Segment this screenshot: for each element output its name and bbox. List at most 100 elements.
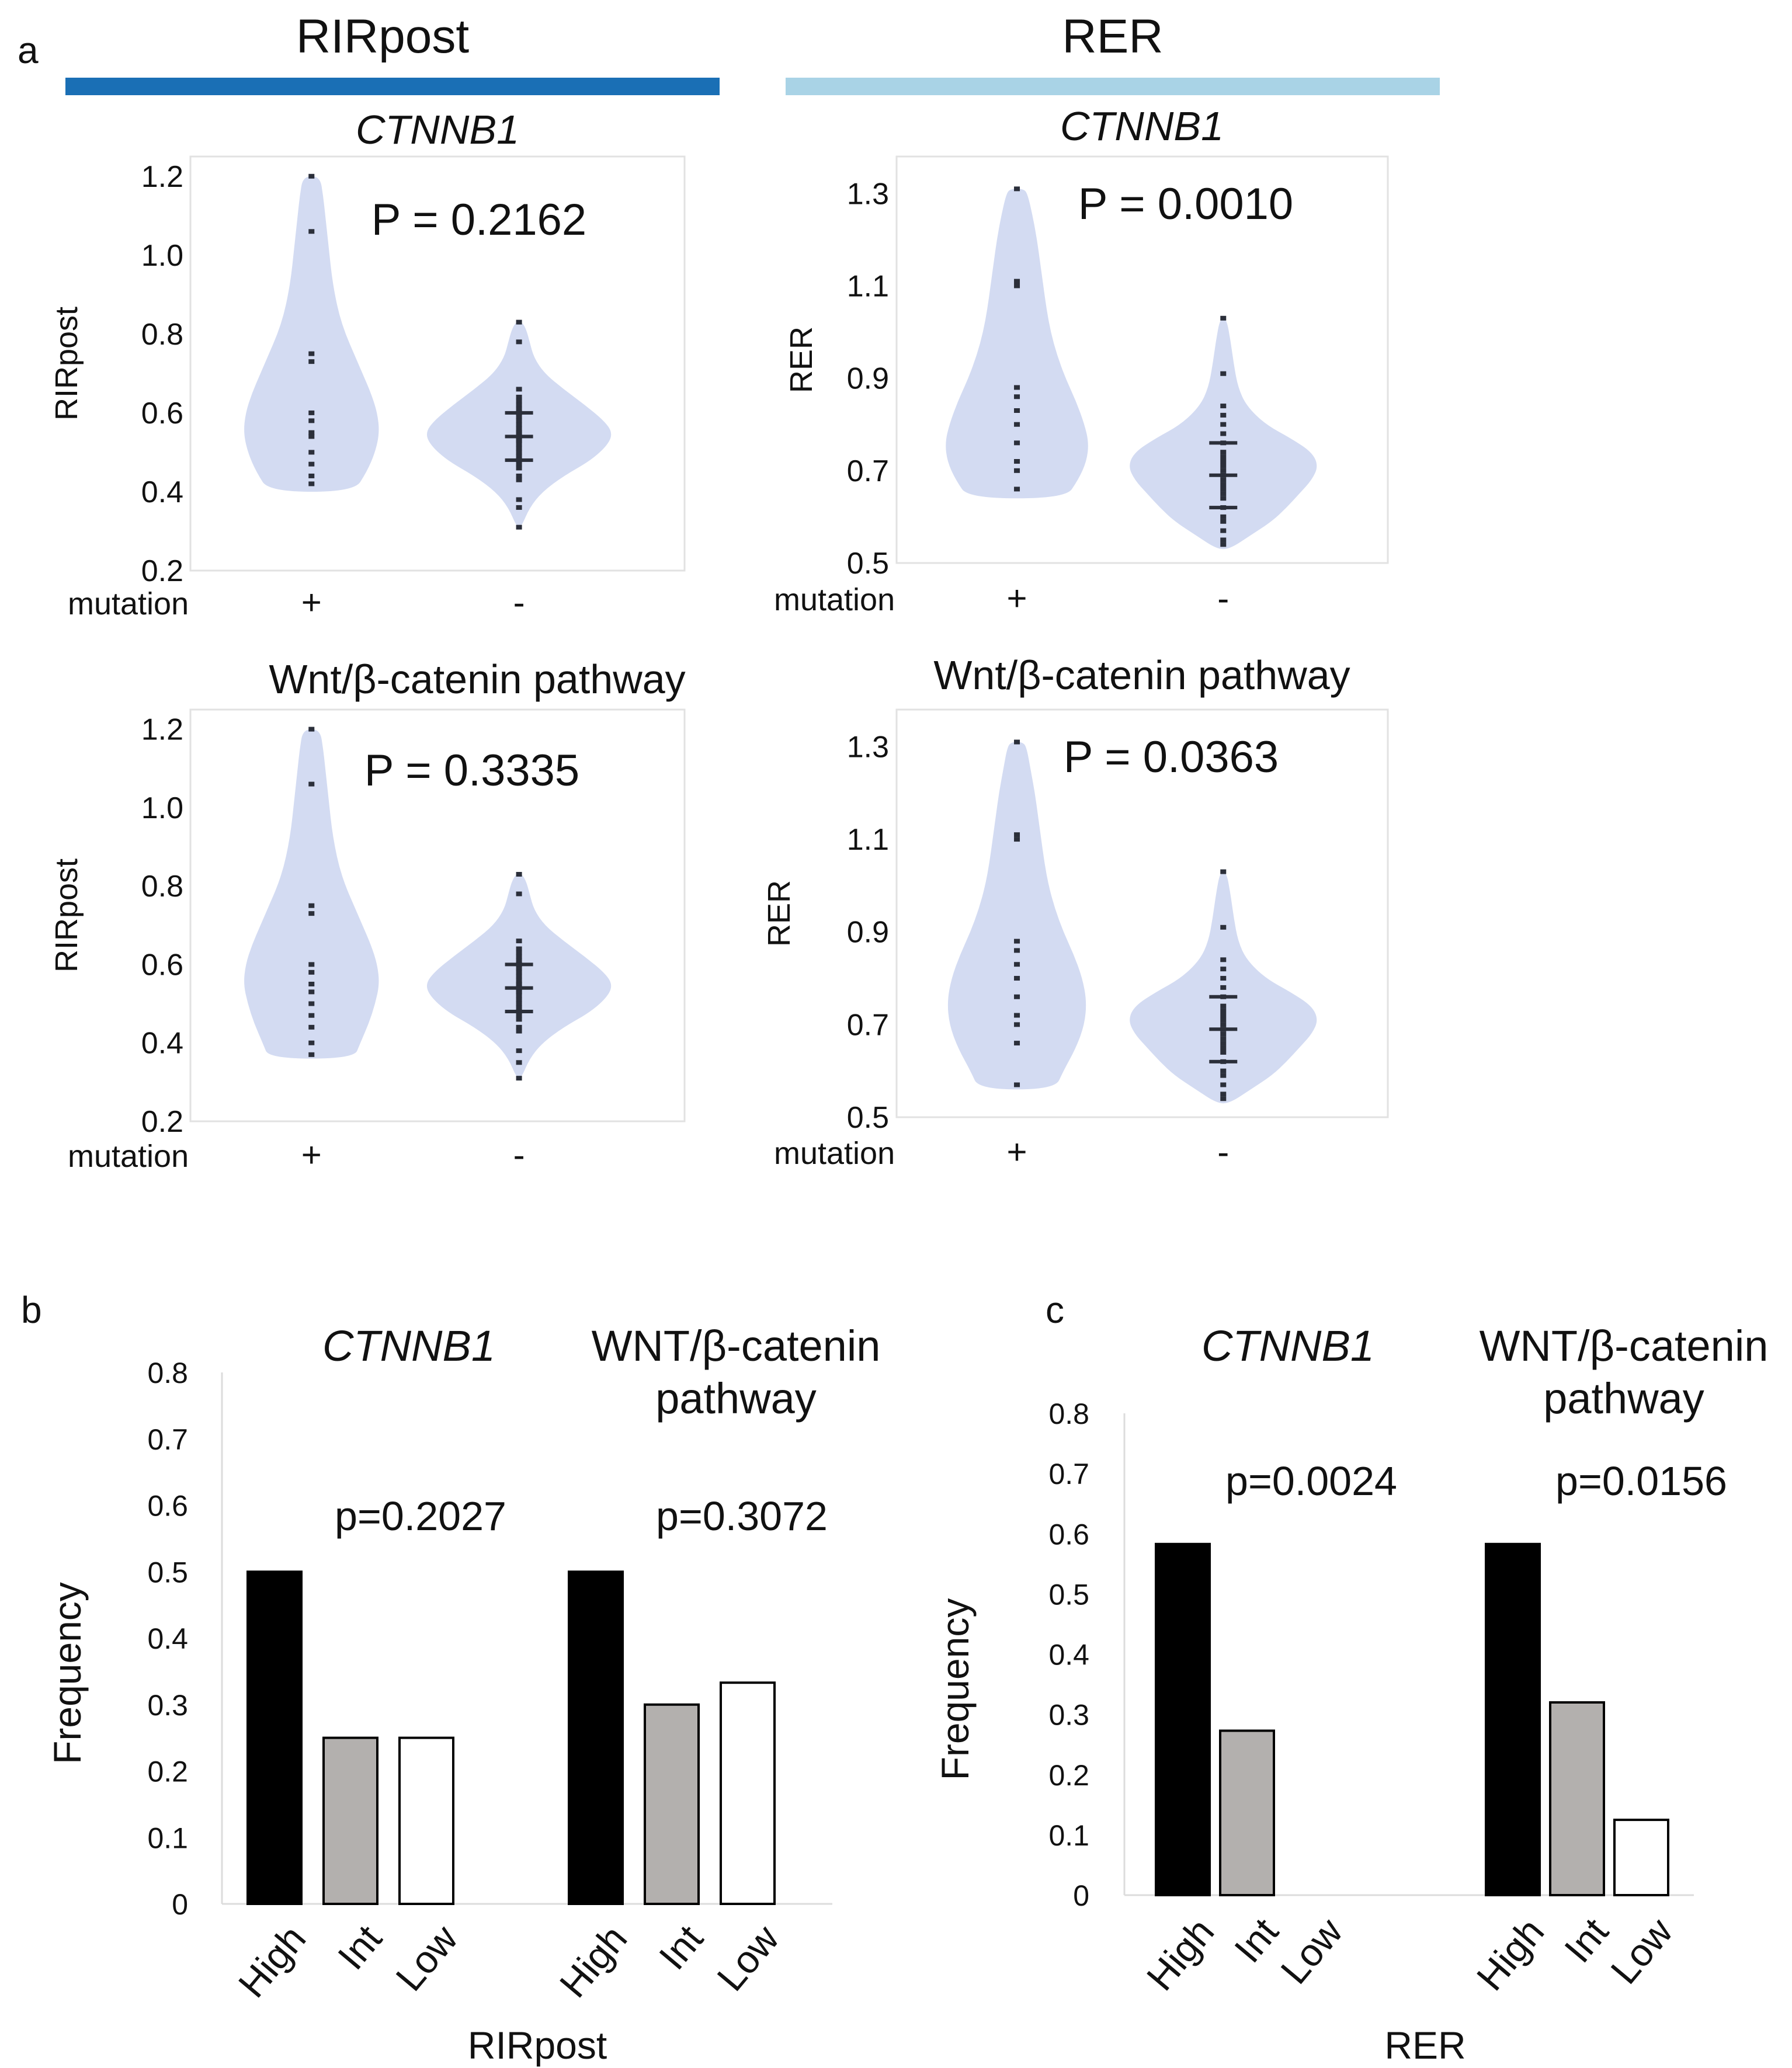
data-point bbox=[516, 426, 522, 431]
y-tick-label: 0.9 bbox=[847, 916, 889, 950]
data-point bbox=[1014, 422, 1020, 427]
panel-label-a: a bbox=[18, 29, 39, 71]
y-tick-label: 0.4 bbox=[141, 475, 183, 509]
group-axis-label: mutation bbox=[774, 1136, 895, 1171]
data-point bbox=[1220, 371, 1227, 376]
data-point bbox=[1220, 1092, 1227, 1097]
data-point bbox=[516, 394, 522, 399]
data-point bbox=[516, 939, 522, 944]
y-axis-label: RIRpost bbox=[49, 307, 84, 420]
data-point bbox=[516, 969, 522, 975]
data-point bbox=[1220, 542, 1227, 547]
data-point bbox=[516, 982, 522, 986]
data-point bbox=[516, 1017, 522, 1022]
quartile-bar bbox=[1209, 1059, 1238, 1063]
data-point bbox=[1014, 1082, 1020, 1087]
bar-panel-rer: 0 0.1 0.2 0.3 0.4 0.5 0.6 0.7 0.8 Frequency RER CTN… bbox=[933, 1322, 1768, 2067]
data-point bbox=[516, 978, 522, 983]
violin-title: Wnt/β-catenin pathway bbox=[933, 652, 1350, 698]
quartile-bar bbox=[1209, 995, 1238, 999]
header-rirpost: RIRpost bbox=[296, 10, 469, 63]
data-point bbox=[308, 781, 315, 787]
data-point bbox=[516, 1013, 522, 1018]
y-tick-label: 0 bbox=[172, 1888, 188, 1921]
data-point bbox=[1220, 412, 1227, 418]
group-title-line: pathway bbox=[655, 1374, 817, 1423]
y-tick-label: 1.1 bbox=[847, 823, 889, 857]
group-label: - bbox=[513, 1135, 525, 1174]
y-tick-label: 0.2 bbox=[141, 1105, 183, 1139]
data-point bbox=[1220, 1068, 1227, 1073]
violin-panel-rirpost-ctnnb1: CTNNB1 P = 0.2162 RIRpost 0.2 0.4 0.6 0.8 1.0 1.… bbox=[49, 107, 686, 622]
data-point bbox=[1014, 408, 1020, 413]
quartile-bar bbox=[505, 986, 533, 990]
y-tick-label: 0.8 bbox=[141, 318, 183, 352]
data-point bbox=[1220, 450, 1227, 455]
data-point bbox=[516, 966, 522, 971]
y-tick-label: 0.6 bbox=[141, 948, 183, 982]
group-axis-label: mutation bbox=[68, 1139, 189, 1174]
data-point bbox=[1220, 1003, 1227, 1009]
y-tick-label: 1.2 bbox=[141, 713, 183, 747]
data-point bbox=[1014, 939, 1020, 944]
y-tick-label: 0.5 bbox=[1048, 1578, 1089, 1611]
data-point bbox=[308, 173, 315, 179]
y-tick-label: 0.1 bbox=[1048, 1819, 1089, 1852]
data-point bbox=[1220, 404, 1227, 409]
data-point bbox=[516, 1028, 522, 1034]
y-tick-label: 0.7 bbox=[847, 454, 889, 488]
bar-high bbox=[1485, 1542, 1541, 1896]
data-point bbox=[1220, 477, 1227, 482]
data-point bbox=[1014, 486, 1020, 492]
bar-low bbox=[1613, 1819, 1669, 1896]
x-axis-label: RER bbox=[1384, 2024, 1465, 2067]
bar-int bbox=[644, 1703, 700, 1905]
y-tick-label: 0.5 bbox=[847, 547, 889, 581]
data-point bbox=[516, 954, 522, 959]
data-point bbox=[1014, 279, 1020, 284]
quartile-bar bbox=[1209, 1027, 1238, 1031]
data-point bbox=[516, 319, 522, 325]
group-label: + bbox=[1007, 1132, 1027, 1172]
group-label: - bbox=[513, 583, 525, 622]
p-value-label: P = 0.3335 bbox=[364, 746, 579, 795]
data-point bbox=[308, 473, 315, 478]
data-point bbox=[1014, 1022, 1020, 1027]
data-point bbox=[1220, 422, 1227, 427]
data-point bbox=[516, 891, 522, 896]
data-point bbox=[1014, 186, 1020, 192]
y-tick-label: 1.0 bbox=[141, 791, 183, 825]
data-point bbox=[1220, 514, 1227, 519]
violin-panel-rirpost-wnt: Wnt/β-catenin pathway P = 0.3335 RIRpost 0.… bbox=[49, 656, 686, 1174]
data-point bbox=[1220, 491, 1227, 496]
data-point bbox=[516, 387, 522, 392]
group-label: - bbox=[1217, 579, 1229, 618]
data-point bbox=[308, 229, 315, 234]
category-label: Low bbox=[1272, 1910, 1351, 1992]
data-point bbox=[516, 477, 522, 482]
data-point bbox=[308, 430, 315, 435]
bar-low bbox=[398, 1736, 454, 1905]
y-tick-label: 0.4 bbox=[141, 1027, 183, 1061]
violin-panel-rer-ctnnb1: CTNNB1 P = 0.0010 RER 0.5 0.7 0.9 1.1 1.3 mutati… bbox=[774, 103, 1389, 618]
data-point bbox=[1220, 486, 1227, 492]
y-tick-label: 0.9 bbox=[847, 362, 889, 396]
data-point bbox=[516, 1060, 522, 1065]
data-point bbox=[516, 993, 522, 999]
bar-low bbox=[720, 1681, 776, 1905]
data-point bbox=[308, 481, 315, 486]
data-point bbox=[308, 1013, 315, 1018]
group-title-line: pathway bbox=[1543, 1374, 1704, 1423]
data-point bbox=[308, 461, 315, 467]
category-label: High bbox=[1468, 1910, 1553, 1999]
y-tick-label: 0.2 bbox=[147, 1756, 188, 1788]
panel-label-b: b bbox=[21, 1289, 42, 1331]
data-point bbox=[308, 962, 315, 967]
data-point bbox=[308, 1040, 315, 1045]
data-point bbox=[1014, 385, 1020, 390]
violin-shape bbox=[947, 742, 1086, 1090]
y-tick-label: 0.8 bbox=[141, 870, 183, 903]
data-point bbox=[516, 950, 522, 955]
y-tick-label: 1.3 bbox=[847, 177, 889, 211]
data-point bbox=[308, 911, 315, 916]
